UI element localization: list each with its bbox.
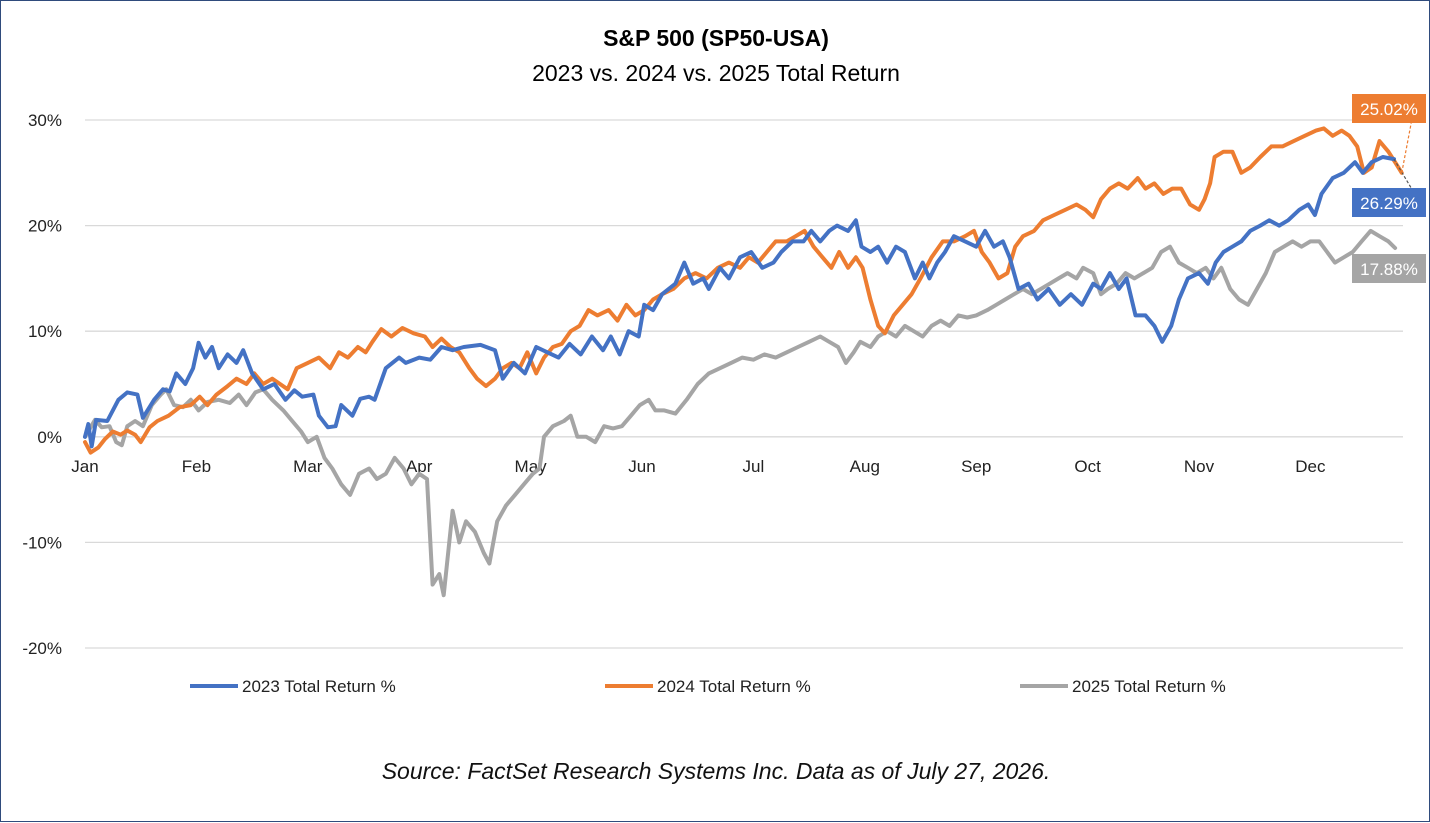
y-tick-label: -10%: [22, 533, 62, 552]
y-tick-label: 0%: [37, 428, 62, 447]
series-line-2: [83, 228, 1398, 598]
chart-title: S&P 500 (SP50-USA): [603, 25, 829, 51]
x-tick-label: Feb: [182, 457, 211, 476]
x-tick-label: Oct: [1074, 457, 1101, 476]
end-value-label: 25.02%: [1360, 100, 1418, 119]
x-axis-tick-labels: Jan Feb Mar Apr May Jun Jul Aug Sep Oct Nov Dec: [71, 457, 1326, 476]
x-tick-label: Jun: [628, 457, 655, 476]
series-lines: [83, 126, 1404, 598]
end-label-leader: [1393, 158, 1412, 189]
legend-entry: 2025 Total Return %: [1072, 677, 1226, 696]
x-tick-label: Dec: [1295, 457, 1326, 476]
x-tick-label: Mar: [293, 457, 323, 476]
end-value-label: 26.29%: [1360, 194, 1418, 213]
y-tick-label: 20%: [28, 217, 62, 236]
end-value-labels: 26.29% 25.02% 17.88%: [1352, 94, 1426, 283]
source-note: Source: FactSet Research Systems Inc. Da…: [382, 758, 1051, 784]
x-tick-label: Sep: [961, 457, 991, 476]
legend-entry: 2023 Total Return %: [242, 677, 396, 696]
x-tick-label: Aug: [850, 457, 880, 476]
end-value-label: 17.88%: [1360, 260, 1418, 279]
series-line-1: [83, 126, 1404, 455]
x-tick-label: Apr: [406, 457, 433, 476]
y-axis-tick-labels: 30% 20% 10% 0% -10% -20%: [22, 111, 62, 658]
end-label-box: [1352, 94, 1426, 123]
end-label-leader: [1401, 122, 1412, 173]
y-tick-label: -20%: [22, 639, 62, 658]
y-tick-label: 10%: [28, 322, 62, 341]
x-tick-label: Jan: [71, 457, 98, 476]
x-tick-label: Jul: [743, 457, 765, 476]
legend-entry: 2024 Total Return %: [657, 677, 811, 696]
series-line-0: [83, 155, 1396, 449]
y-tick-label: 30%: [28, 111, 62, 130]
end-label-box: [1352, 254, 1426, 283]
end-label-box: [1352, 188, 1426, 217]
legend: 2023 Total Return % 2024 Total Return % 20…: [190, 677, 1226, 696]
x-tick-label: Nov: [1184, 457, 1215, 476]
chart-subtitle: 2023 vs. 2024 vs. 2025 Total Return: [532, 60, 900, 86]
